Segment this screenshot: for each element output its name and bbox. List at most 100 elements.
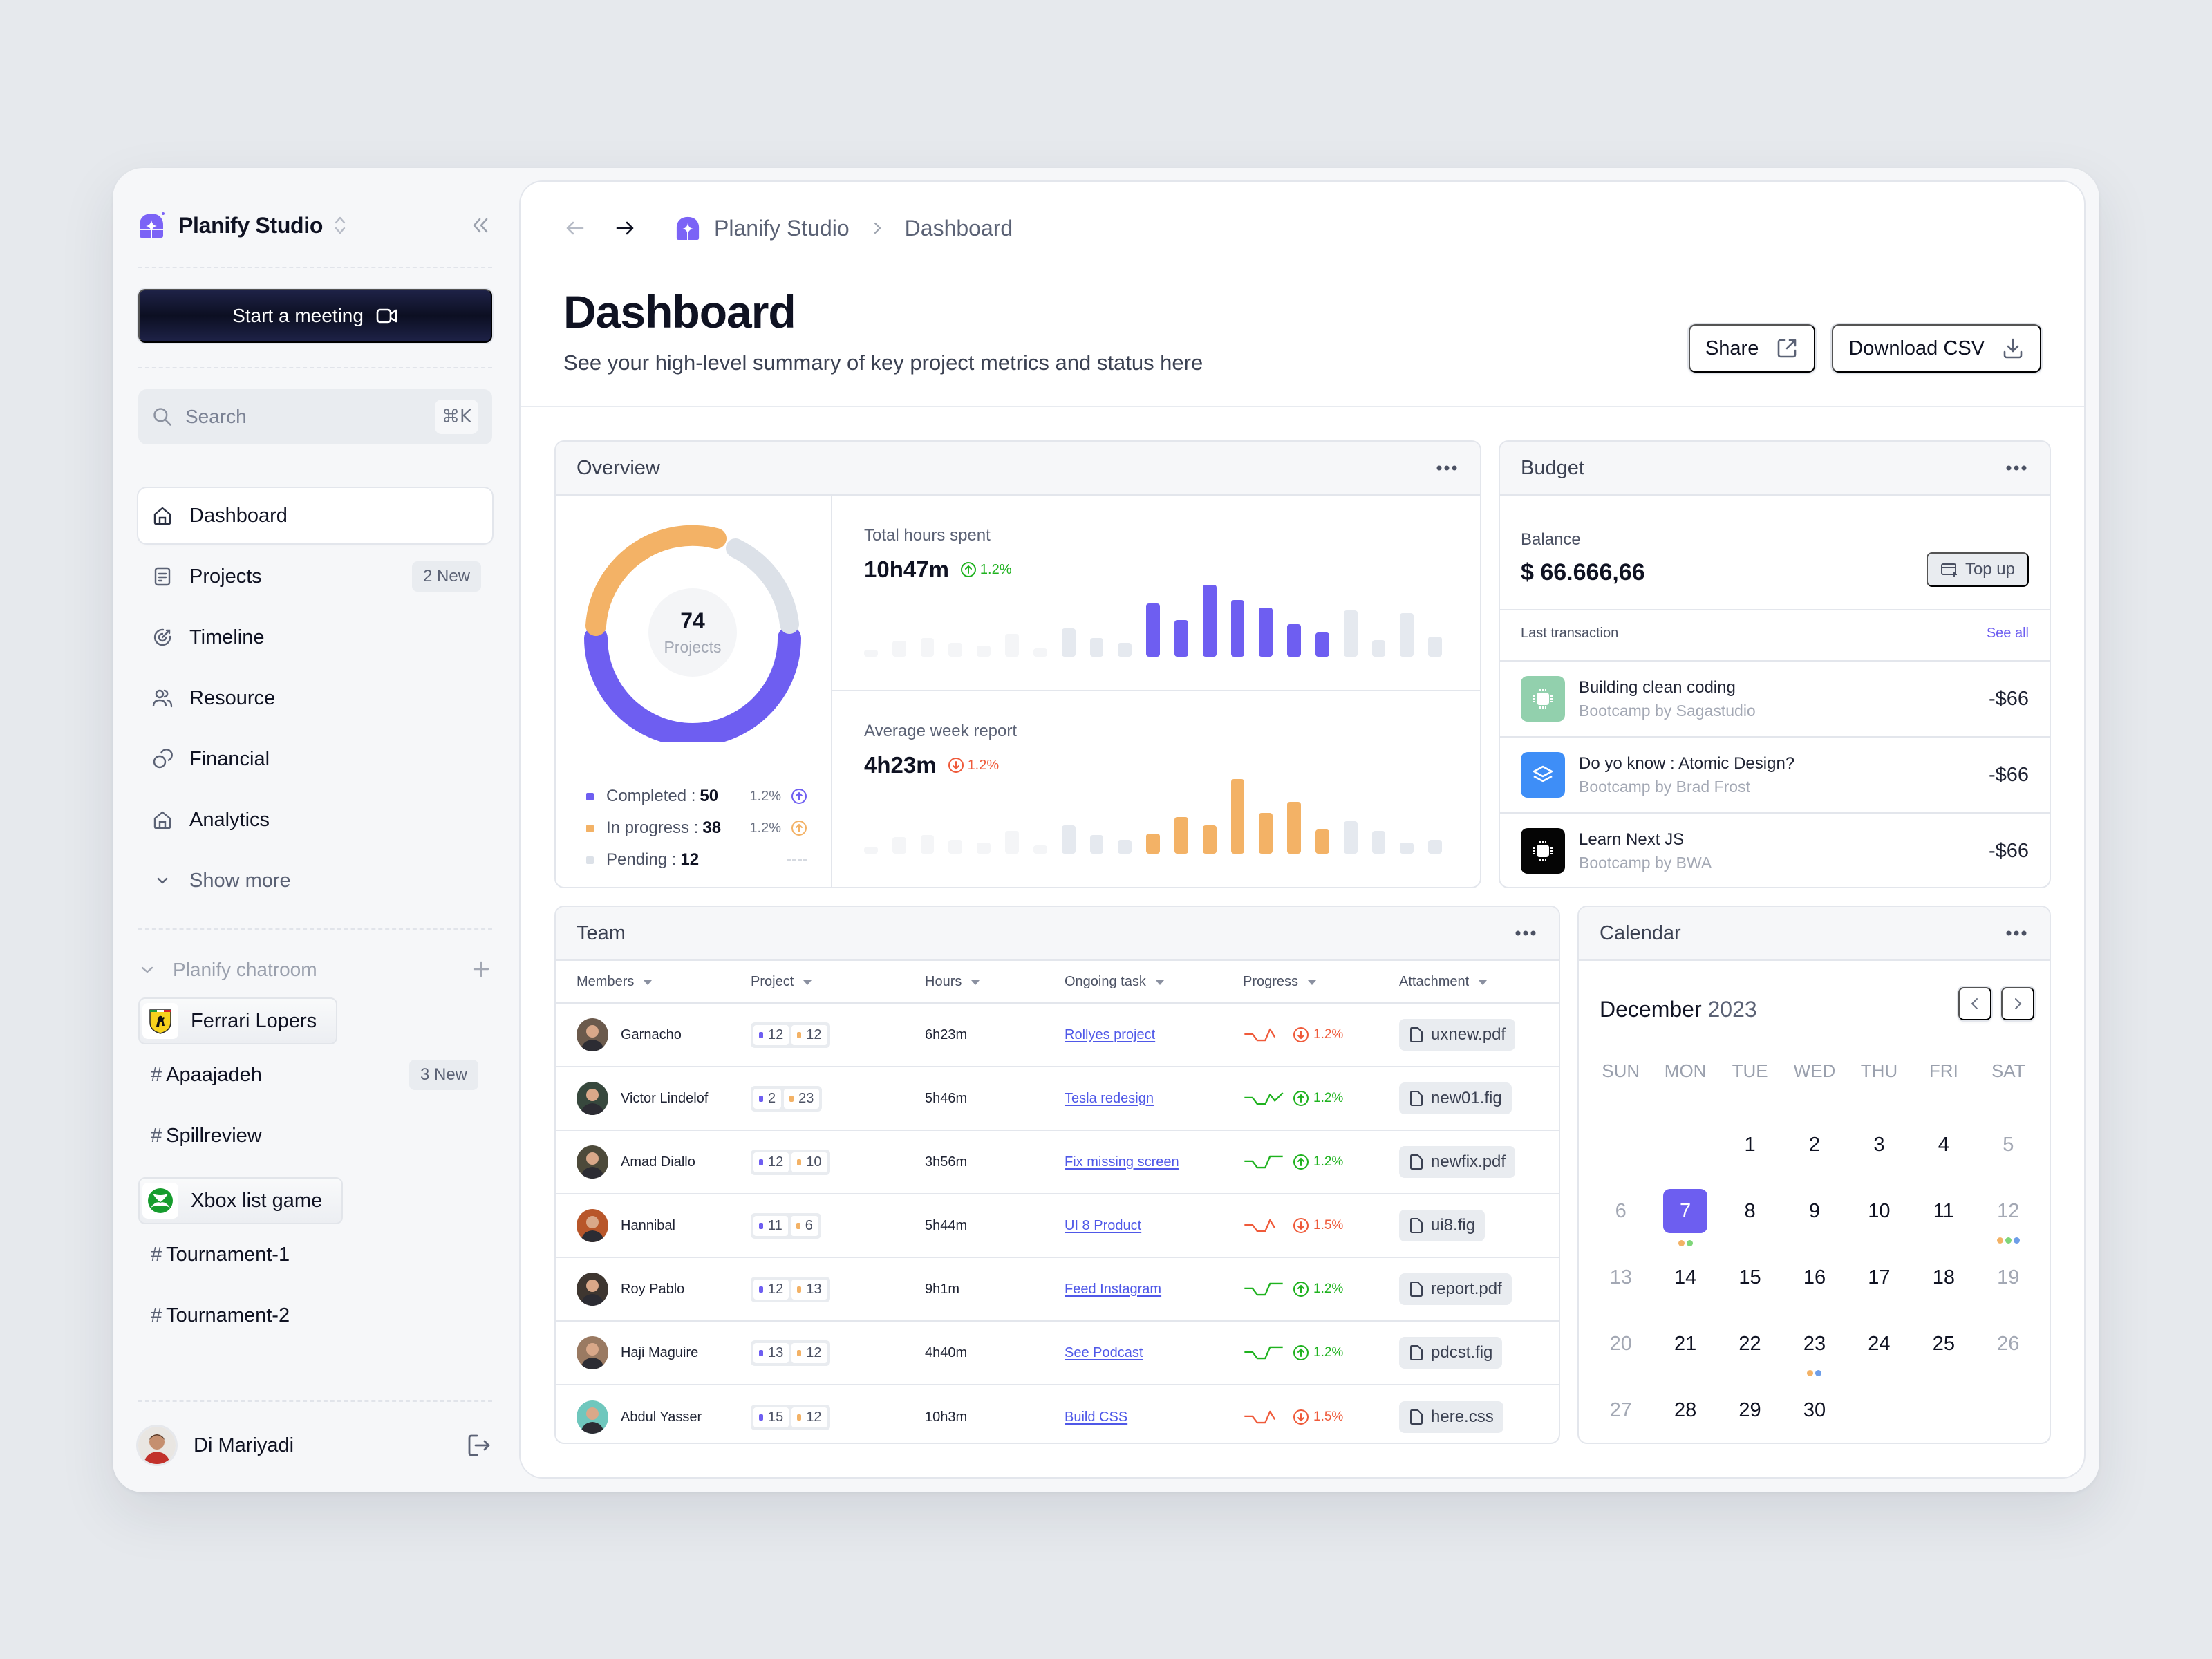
calendar-day[interactable]: 21 [1674, 1333, 1697, 1355]
channel-spillreview[interactable]: # Spillreview [151, 1124, 262, 1147]
calendar-day[interactable]: 29 [1738, 1399, 1761, 1421]
table-row[interactable]: Haji Maguire 13 12 4h40m See Podcast 1.2% pdcs… [556, 1322, 1559, 1385]
calendar-day[interactable]: 1 [1744, 1134, 1756, 1156]
add-chatroom-icon[interactable] [470, 958, 492, 980]
sidebar-item-timeline[interactable]: Timeline [138, 610, 492, 665]
search-box[interactable]: ⌘K [138, 389, 492, 444]
attachment-chip[interactable]: here.css [1399, 1401, 1503, 1433]
calendar-day[interactable]: 16 [1803, 1266, 1826, 1288]
next-month-button[interactable] [2001, 987, 2034, 1020]
chatroom-section-header[interactable]: Planify chatroom [138, 953, 492, 987]
calendar-day[interactable]: 18 [1932, 1266, 1955, 1288]
table-row[interactable]: Victor Lindelof 2 23 5h46m Tesla redesign 1.2… [556, 1067, 1559, 1131]
calendar-day[interactable]: 22 [1738, 1333, 1761, 1355]
calendar-day[interactable]: 11 [1933, 1200, 1954, 1222]
user-profile[interactable]: Di Mariyadi [138, 1425, 492, 1466]
collapse-sidebar-icon[interactable] [469, 214, 492, 237]
hash-icon: # [151, 1063, 162, 1086]
sidebar-item-analytics[interactable]: Analytics [138, 792, 492, 847]
attachment-chip[interactable]: uxnew.pdf [1399, 1019, 1516, 1051]
calendar-day[interactable]: 13 [1609, 1266, 1632, 1288]
transaction-row[interactable]: Learn Next JS Bootcamp by BWA -$66 [1500, 812, 2050, 887]
attachment-chip[interactable]: new01.fig [1399, 1082, 1512, 1114]
channel-apaajadeh[interactable]: # Apaajadeh 3 New [138, 1044, 492, 1105]
calendar-day[interactable]: 6 [1615, 1200, 1627, 1222]
logout-icon[interactable] [466, 1432, 492, 1459]
ongoing-task-link[interactable]: Rollyes project [1065, 1027, 1156, 1042]
calendar-day[interactable]: 24 [1868, 1333, 1891, 1355]
transaction-row[interactable]: Do yo know : Atomic Design? Bootcamp by … [1500, 736, 2050, 812]
project-counts: 12 12 [751, 1022, 830, 1048]
attachment-chip[interactable]: newfix.pdf [1399, 1146, 1516, 1178]
calendar-day[interactable]: 5 [2003, 1134, 2014, 1156]
share-button[interactable]: Share [1688, 324, 1816, 373]
transaction-row[interactable]: Building clean coding Bootcamp by Sagast… [1500, 660, 2050, 736]
calendar-day[interactable]: 19 [1997, 1266, 2020, 1288]
more-options-icon[interactable] [1434, 460, 1459, 476]
table-row[interactable]: Roy Pablo 12 13 9h1m Feed Instagram 1.2% repor… [556, 1258, 1559, 1322]
calendar-day[interactable]: 17 [1868, 1266, 1891, 1288]
calendar-day[interactable]: 8 [1744, 1200, 1756, 1222]
sidebar-item-projects[interactable]: Projects 2 New [138, 549, 492, 604]
calendar-day[interactable]: 30 [1803, 1399, 1826, 1421]
sort-hours[interactable]: Hours [925, 974, 1065, 990]
calendar-day[interactable]: 12 [1976, 1189, 2041, 1244]
calendar-day[interactable]: 4 [1938, 1134, 1949, 1156]
chat-group-ferrari-lopers[interactable]: Ferrari Lopers [138, 997, 338, 1044]
see-all-link[interactable]: See all [1986, 626, 2029, 641]
table-row[interactable]: Amad Diallo 12 10 3h56m Fix missing screen 1.… [556, 1131, 1559, 1194]
start-meeting-button[interactable]: Start a meeting [138, 289, 492, 343]
ongoing-task-link[interactable]: Feed Instagram [1065, 1281, 1162, 1297]
more-options-icon[interactable] [1513, 925, 1538, 941]
attachment-chip[interactable]: report.pdf [1399, 1273, 1512, 1305]
chart-bar [1089, 835, 1104, 854]
download-csv-button[interactable]: Download CSV [1832, 324, 2041, 373]
sort-project[interactable]: Project [751, 974, 925, 990]
sort-ongoing-task[interactable]: Ongoing task [1065, 974, 1243, 990]
ongoing-task-link[interactable]: See Podcast [1065, 1344, 1143, 1360]
sort-attachment[interactable]: Attachment [1399, 974, 1559, 990]
calendar-day[interactable]: 2 [1808, 1134, 1821, 1156]
sidebar-item-resource[interactable]: Resource [138, 671, 492, 726]
calendar-day[interactable]: 23 [1782, 1322, 1846, 1376]
top-up-button[interactable]: Top up [1926, 552, 2029, 587]
attachment-chip[interactable]: ui8.fig [1399, 1210, 1485, 1241]
calendar-day[interactable]: 3 [1873, 1134, 1885, 1156]
calendar-day[interactable]: 26 [1997, 1333, 2020, 1355]
forward-arrow-icon[interactable] [613, 216, 637, 240]
ongoing-task-link[interactable]: Tesla redesign [1065, 1090, 1154, 1106]
ongoing-task-link[interactable]: Build CSS [1065, 1409, 1128, 1425]
sidebar-item-dashboard[interactable]: Dashboard [138, 488, 492, 543]
calendar-week: 27 28 29 30 [1588, 1388, 2041, 1443]
calendar-day[interactable]: 15 [1738, 1266, 1761, 1288]
channel-tournament-1[interactable]: # Tournament-1 [151, 1243, 290, 1266]
sort-members[interactable]: Members [556, 974, 751, 990]
calendar-day[interactable]: 14 [1674, 1266, 1697, 1288]
previous-month-button[interactable] [1958, 987, 1991, 1020]
more-options-icon[interactable] [2004, 460, 2029, 476]
workspace-switcher[interactable]: Planify Studio [138, 208, 492, 243]
calendar-day[interactable]: 20 [1609, 1333, 1632, 1355]
calendar-day[interactable]: 28 [1674, 1399, 1697, 1421]
calendar-day[interactable]: 9 [1808, 1200, 1821, 1222]
ongoing-task-link[interactable]: UI 8 Product [1065, 1217, 1142, 1233]
more-options-icon[interactable] [2004, 925, 2029, 941]
attachment-chip[interactable]: pdcst.fig [1399, 1337, 1503, 1369]
sort-progress[interactable]: Progress [1243, 974, 1399, 990]
chat-group-xbox-list-game[interactable]: Xbox list game [138, 1177, 344, 1224]
table-row[interactable]: Hannibal 11 6 5h44m UI 8 Product 1.5% ui8.fig [556, 1194, 1559, 1258]
calendar-day[interactable]: 7 [1653, 1189, 1717, 1246]
show-more-button[interactable]: Show more [138, 853, 492, 908]
table-row[interactable]: Garnacho 12 12 6h23m Rollyes project 1.2% uxne… [556, 1004, 1559, 1067]
ongoing-task-link[interactable]: Fix missing screen [1065, 1154, 1179, 1170]
table-row[interactable]: Abdul Yasser 15 12 10h3m Build CSS 1.5% here.c… [556, 1385, 1559, 1443]
sidebar-item-financial[interactable]: Financial [138, 731, 492, 787]
channel-tournament-2[interactable]: # Tournament-2 [151, 1304, 290, 1327]
team-table: Members Project Hours Ongoing task Progr… [556, 961, 1559, 1443]
calendar-day[interactable]: 25 [1932, 1333, 1955, 1355]
calendar-day[interactable]: 27 [1609, 1399, 1632, 1421]
breadcrumb-workspace[interactable]: Planify Studio [714, 215, 850, 241]
back-arrow-icon[interactable] [563, 216, 587, 240]
search-input[interactable] [185, 406, 435, 428]
calendar-day[interactable]: 10 [1868, 1200, 1891, 1222]
